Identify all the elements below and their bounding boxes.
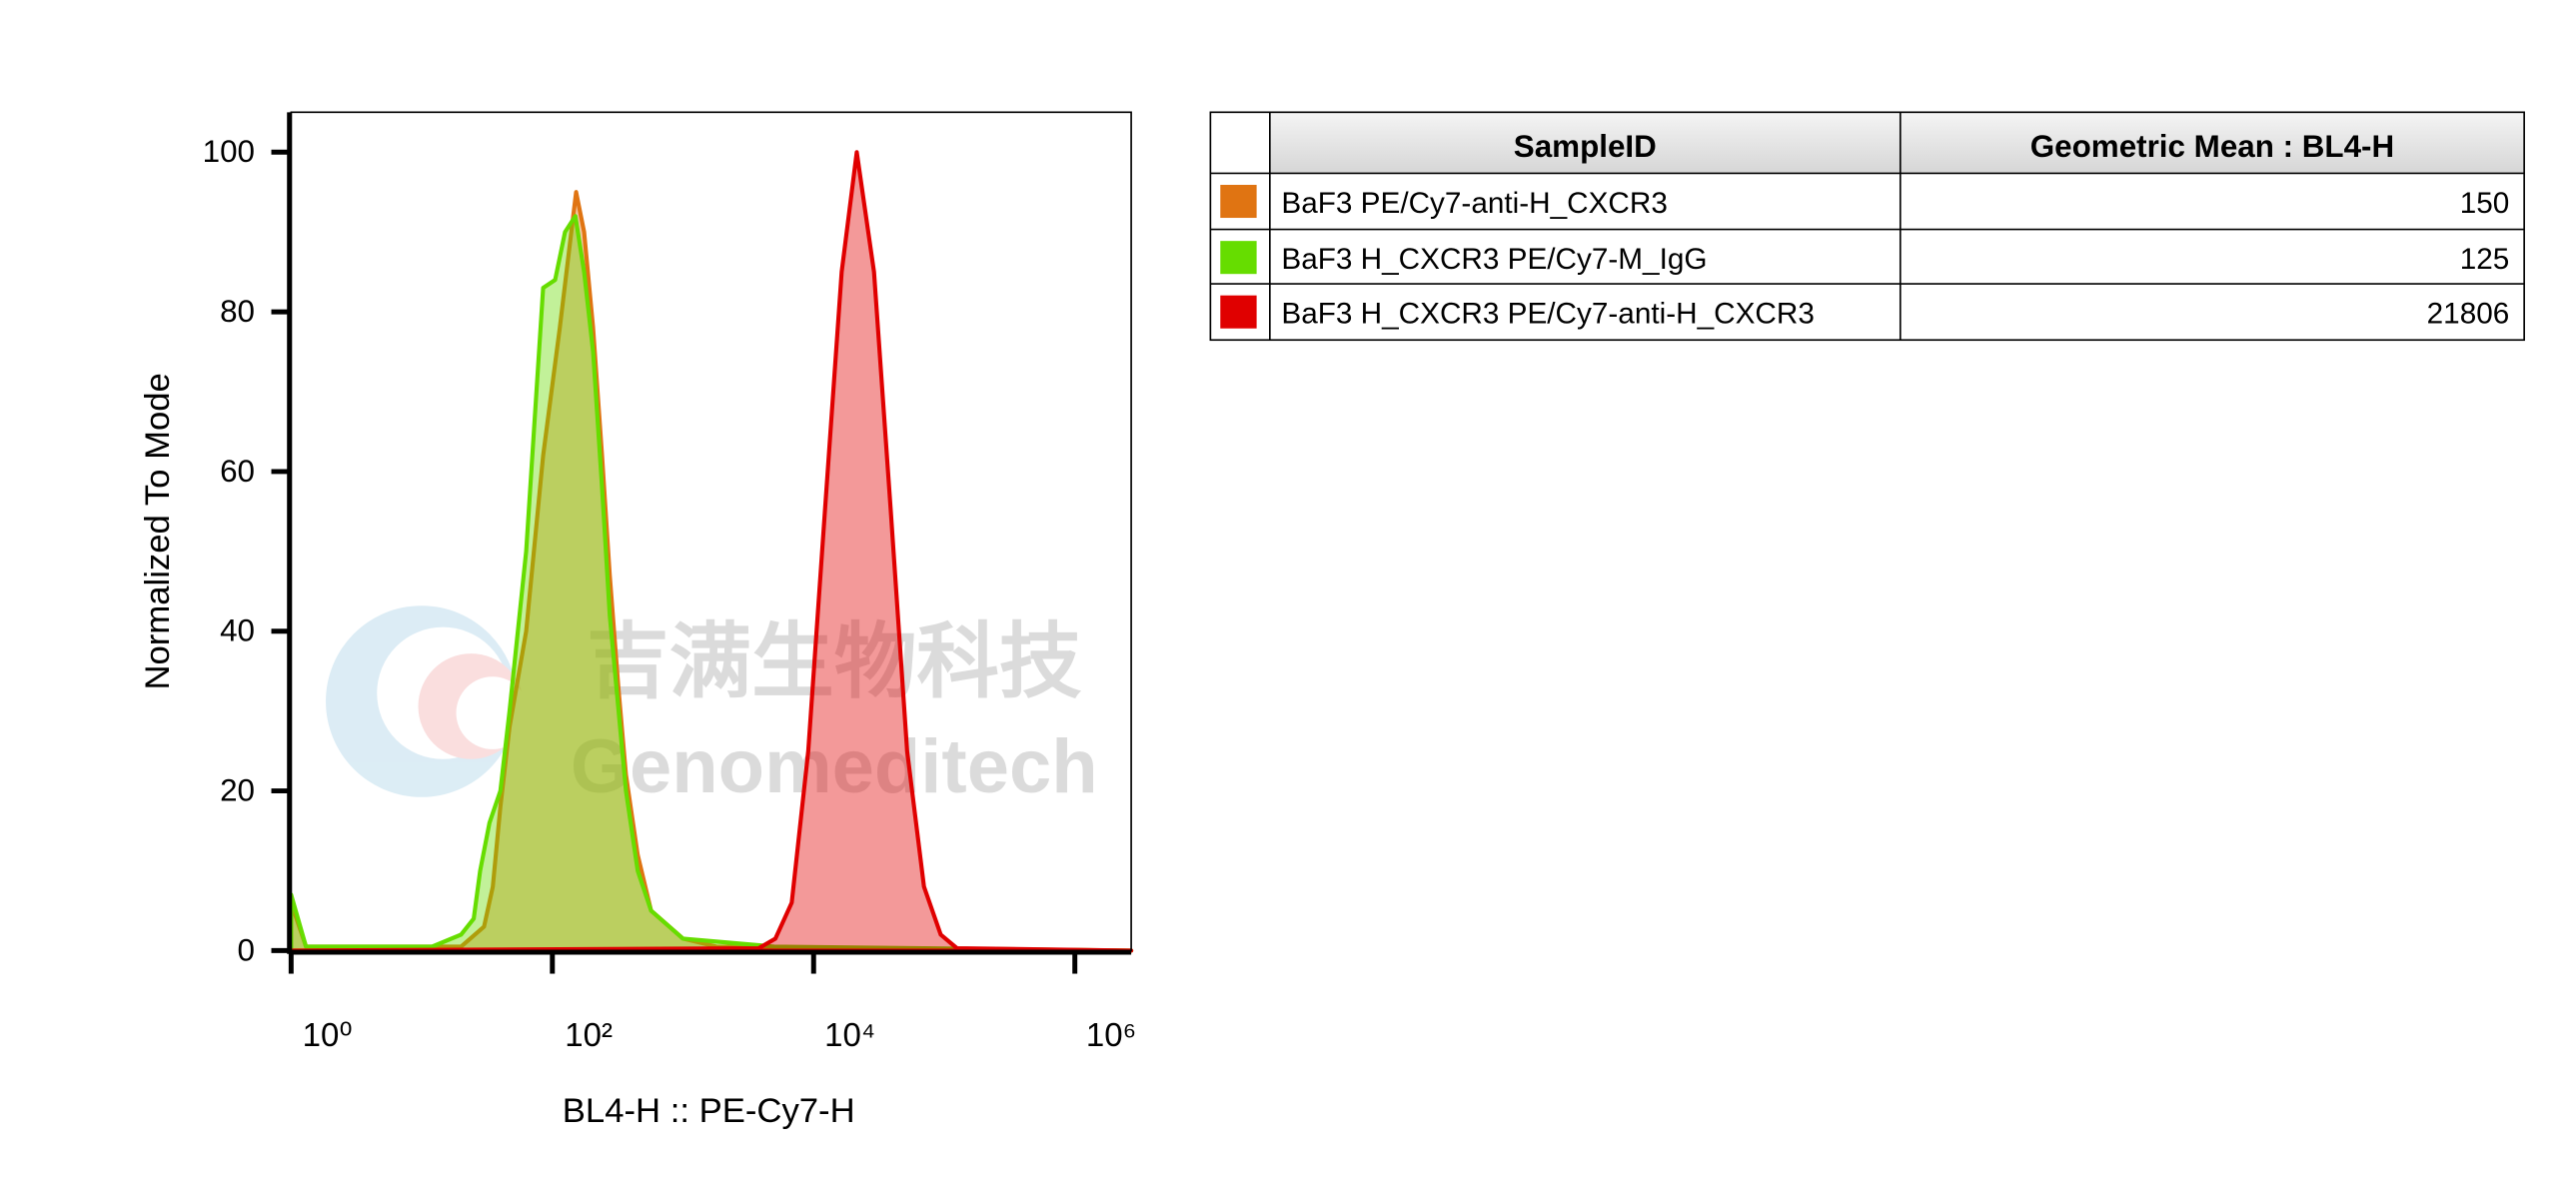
watermark-en: Genomeditech xyxy=(571,724,1098,809)
table-header: Geometric Mean : BL4-H xyxy=(2030,129,2394,164)
plot-frame xyxy=(290,111,1132,952)
y-axis-title: Normalized To Mode xyxy=(139,373,177,689)
geometric-mean: 150 xyxy=(2460,187,2510,220)
sample-id: BaF3 H_CXCR3 PE/Cy7-M_IgG xyxy=(1281,243,1707,276)
x-axis-title: BL4-H :: PE-Cy7-H xyxy=(563,1092,855,1130)
legend-swatch xyxy=(1220,295,1257,329)
watermark: 吉满生物科技 Genomeditech xyxy=(326,605,1098,809)
y-tick-label: 20 xyxy=(220,772,255,807)
watermark-cn: 吉满生物科技 xyxy=(587,615,1082,707)
x-tick-label: 10⁴ xyxy=(824,1016,875,1053)
geometric-mean: 21806 xyxy=(2427,298,2510,331)
legend-swatch xyxy=(1220,184,1257,219)
x-tick-label: 10⁰ xyxy=(303,1016,353,1053)
histogram-curve xyxy=(289,214,1134,953)
sample-id: BaF3 H_CXCR3 PE/Cy7-anti-H_CXCR3 xyxy=(1281,298,1814,331)
y-tick-label: 100 xyxy=(203,134,255,169)
y-tick-label: 0 xyxy=(238,932,255,967)
watermark-logo xyxy=(326,605,518,797)
watermark-logo xyxy=(377,626,510,759)
watermark-logo xyxy=(418,653,525,759)
histogram-curve xyxy=(289,190,1134,953)
sample-id: BaF3 PE/Cy7-anti-H_CXCR3 xyxy=(1281,187,1667,220)
x-tick-label: 10² xyxy=(565,1016,613,1053)
x-tick-label: 10⁶ xyxy=(1086,1016,1136,1053)
table-header: SampleID xyxy=(1514,129,1657,164)
geometric-mean: 125 xyxy=(2460,243,2510,276)
y-tick-label: 40 xyxy=(220,613,255,648)
legend-swatch xyxy=(1220,241,1257,275)
y-tick-label: 60 xyxy=(220,454,255,489)
histogram-curve xyxy=(289,150,1134,953)
table-frame xyxy=(1209,111,2525,342)
table-header-bg xyxy=(1269,112,2525,174)
y-tick-label: 80 xyxy=(220,294,255,329)
